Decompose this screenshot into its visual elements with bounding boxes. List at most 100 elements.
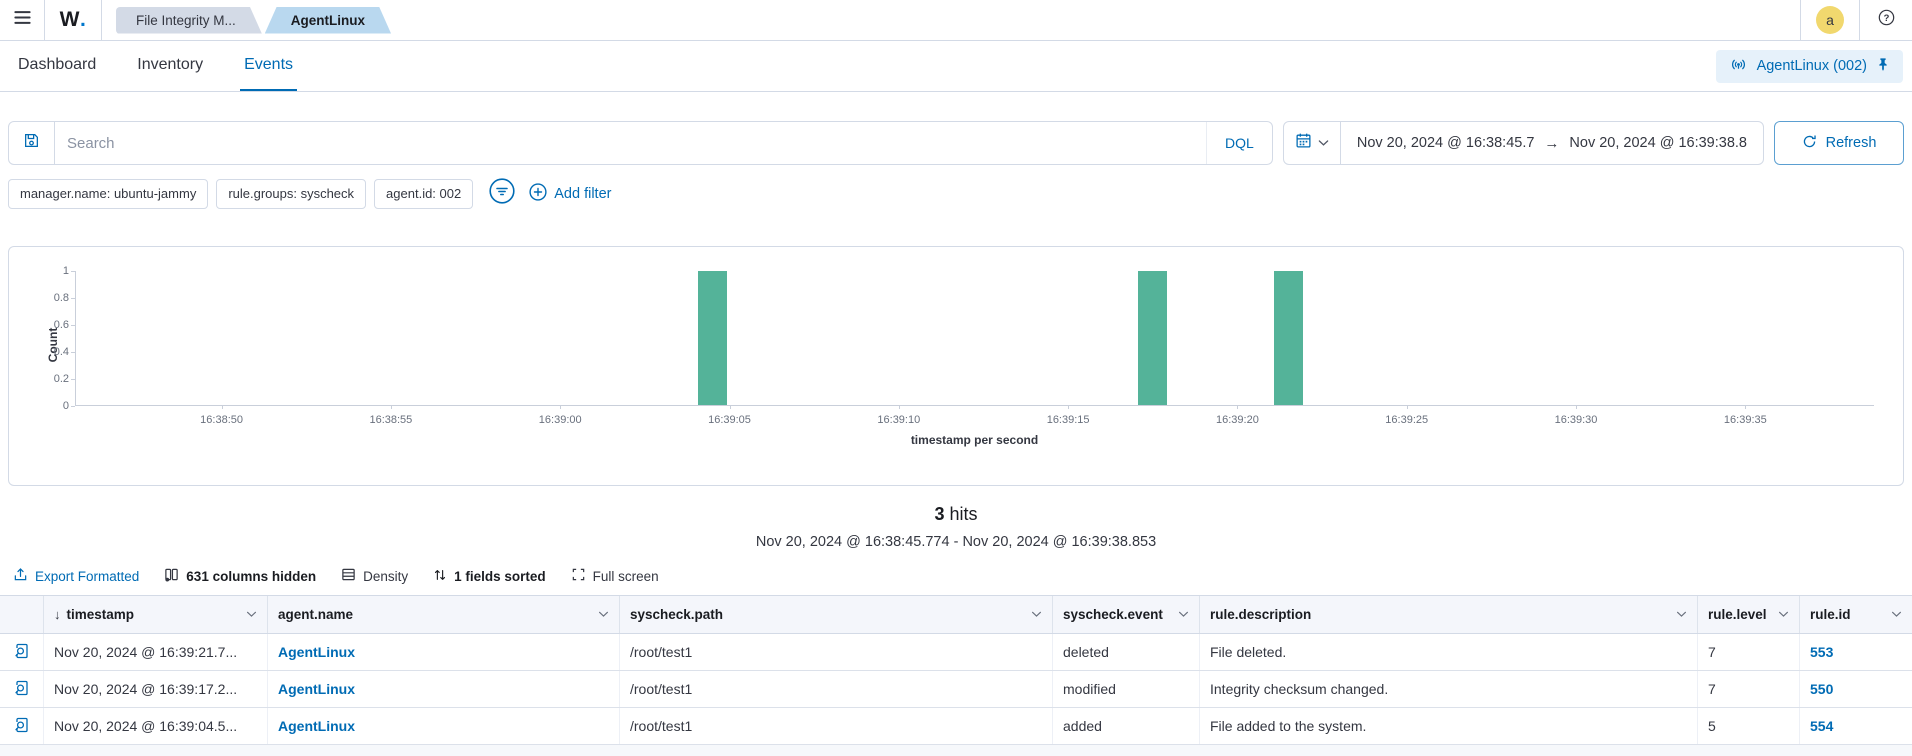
- help-button[interactable]: ?: [1860, 0, 1912, 40]
- x-tick-mark: [1406, 405, 1408, 409]
- fields-sorted-button[interactable]: 1 fields sorted: [433, 568, 546, 585]
- hits-count: 3: [934, 504, 945, 524]
- tab-dashboard[interactable]: Dashboard: [18, 56, 97, 73]
- column-header-agent-name[interactable]: agent.name: [268, 596, 620, 633]
- export-label: Export Formatted: [35, 568, 140, 584]
- chevron-down-icon[interactable]: [246, 611, 257, 618]
- expand-row-button[interactable]: [14, 680, 30, 699]
- inspect-document-icon: [14, 643, 30, 662]
- y-tick-label: 0.2: [53, 373, 69, 385]
- cell-syscheck-event: modified: [1053, 671, 1200, 707]
- refresh-label: Refresh: [1825, 135, 1877, 151]
- y-tick-label: 0.6: [53, 319, 69, 331]
- breadcrumb-module[interactable]: File Integrity M...: [116, 7, 262, 34]
- chevron-down-icon[interactable]: [1178, 611, 1189, 618]
- x-tick-label: 16:39:15: [1046, 414, 1090, 426]
- chevron-down-icon: [1318, 134, 1329, 152]
- pin-icon[interactable]: [1876, 57, 1890, 75]
- sort-descending-icon: ↓: [54, 607, 61, 622]
- menu-button[interactable]: [0, 0, 44, 40]
- filter-pill-agent-id[interactable]: agent.id: 002: [374, 178, 474, 209]
- expand-row-button[interactable]: [14, 643, 30, 662]
- query-language-button[interactable]: DQL: [1206, 122, 1272, 164]
- saved-queries-button[interactable]: [9, 122, 55, 164]
- cell-rule-level: 7: [1698, 634, 1800, 670]
- x-axis-label: timestamp per second: [910, 433, 1039, 447]
- search-box: DQL: [8, 121, 1273, 165]
- cell-syscheck-event: added: [1053, 708, 1200, 744]
- divider: [1800, 0, 1801, 40]
- filter-bar: manager.name: ubuntu-jammy rule.groups: …: [0, 165, 1912, 209]
- column-header-syscheck-event[interactable]: syscheck.event: [1053, 596, 1200, 633]
- chevron-down-icon[interactable]: [1891, 611, 1902, 618]
- refresh-icon: [1802, 134, 1817, 153]
- help-icon: ?: [1878, 9, 1895, 31]
- filter-options-button[interactable]: [489, 178, 515, 209]
- wazuh-logo[interactable]: W.W.: [59, 8, 87, 31]
- filter-circle-icon: [489, 178, 515, 209]
- rule-id-link[interactable]: 554: [1810, 718, 1834, 734]
- events-table: ↓ timestamp agent.name syscheck.path syschec…: [0, 595, 1912, 756]
- fields-sorted-label: 1 fields sorted: [454, 568, 546, 584]
- user-menu-button[interactable]: a: [1801, 0, 1859, 40]
- chevron-down-icon[interactable]: [598, 611, 609, 618]
- filter-pill-rule-groups[interactable]: rule.groups: syscheck: [216, 178, 367, 209]
- column-header-timestamp[interactable]: ↓ timestamp: [44, 596, 268, 633]
- chevron-down-icon[interactable]: [1676, 611, 1687, 618]
- calendar-icon: [1295, 132, 1312, 154]
- refresh-button[interactable]: Refresh: [1774, 121, 1904, 165]
- histogram-bar[interactable]: [1273, 271, 1303, 405]
- date-end[interactable]: Nov 20, 2024 @ 16:39:38.8: [1569, 135, 1747, 151]
- cell-rule-description: Integrity checksum changed.: [1200, 671, 1698, 707]
- chevron-down-icon[interactable]: [1031, 611, 1042, 618]
- add-filter-button[interactable]: Add filter: [529, 182, 611, 205]
- column-label: timestamp: [66, 607, 135, 622]
- date-start[interactable]: Nov 20, 2024 @ 16:38:45.7: [1356, 135, 1535, 151]
- rule-id-link[interactable]: 550: [1810, 681, 1834, 697]
- column-header-rule-id[interactable]: rule.id: [1800, 596, 1912, 633]
- nav-tabs: Dashboard Inventory Events AgentLinux (0…: [0, 41, 1912, 92]
- x-tick-mark: [898, 405, 900, 409]
- agent-name-link[interactable]: AgentLinux: [278, 644, 355, 660]
- filter-pill-manager-name[interactable]: manager.name: ubuntu-jammy: [8, 178, 209, 209]
- y-tick-label: 1: [62, 265, 69, 277]
- histogram-bar[interactable]: [698, 271, 728, 405]
- table-row: Nov 20, 2024 @ 16:39:04.5... AgentLinux/r…: [0, 708, 1912, 745]
- column-label: agent.name: [278, 607, 354, 622]
- histogram-bar[interactable]: [1138, 271, 1168, 405]
- cell-rule-level: 5: [1698, 708, 1800, 744]
- x-tick-mark: [1068, 405, 1070, 409]
- tab-inventory[interactable]: Inventory: [137, 56, 204, 73]
- agent-name-link[interactable]: AgentLinux: [278, 718, 355, 734]
- columns-hidden-button[interactable]: 631 columns hidden: [164, 567, 316, 585]
- full-screen-button[interactable]: Full screen: [571, 567, 659, 585]
- search-input[interactable]: [55, 122, 1207, 164]
- density-button[interactable]: Density: [341, 567, 408, 585]
- column-header-syscheck-path[interactable]: syscheck.path: [620, 596, 1053, 633]
- date-quick-select-button[interactable]: [1284, 122, 1341, 164]
- chevron-down-icon[interactable]: [1778, 611, 1789, 618]
- agent-selector-pill[interactable]: AgentLinux (002): [1715, 49, 1903, 83]
- tab-events[interactable]: Events: [240, 41, 298, 91]
- table-row: Nov 20, 2024 @ 16:39:21.7... AgentLinux/r…: [0, 634, 1912, 671]
- table-footer-space: [0, 745, 1912, 756]
- x-tick-label: 16:39:05: [708, 414, 751, 426]
- density-icon: [341, 567, 356, 585]
- svg-text:?: ?: [1883, 13, 1889, 24]
- column-label: rule.description: [1210, 607, 1312, 622]
- density-label: Density: [363, 568, 409, 584]
- breadcrumb-agent[interactable]: AgentLinux: [265, 7, 391, 34]
- cell-rule-description: File added to the system.: [1200, 708, 1698, 744]
- column-header-rule-level[interactable]: rule.level: [1698, 596, 1800, 633]
- fullscreen-icon: [571, 567, 586, 585]
- export-formatted-button[interactable]: Export Formatted: [13, 567, 139, 585]
- column-header-expander: [0, 596, 44, 633]
- cell-rule-description: File deleted.: [1200, 634, 1698, 670]
- x-tick-label: 16:38:50: [200, 414, 244, 426]
- full-screen-label: Full screen: [592, 568, 659, 584]
- column-header-rule-description[interactable]: rule.description: [1200, 596, 1698, 633]
- rule-id-link[interactable]: 553: [1810, 644, 1834, 660]
- agent-name-link[interactable]: AgentLinux: [278, 681, 355, 697]
- x-tick-mark: [1237, 405, 1239, 409]
- expand-row-button[interactable]: [14, 717, 30, 736]
